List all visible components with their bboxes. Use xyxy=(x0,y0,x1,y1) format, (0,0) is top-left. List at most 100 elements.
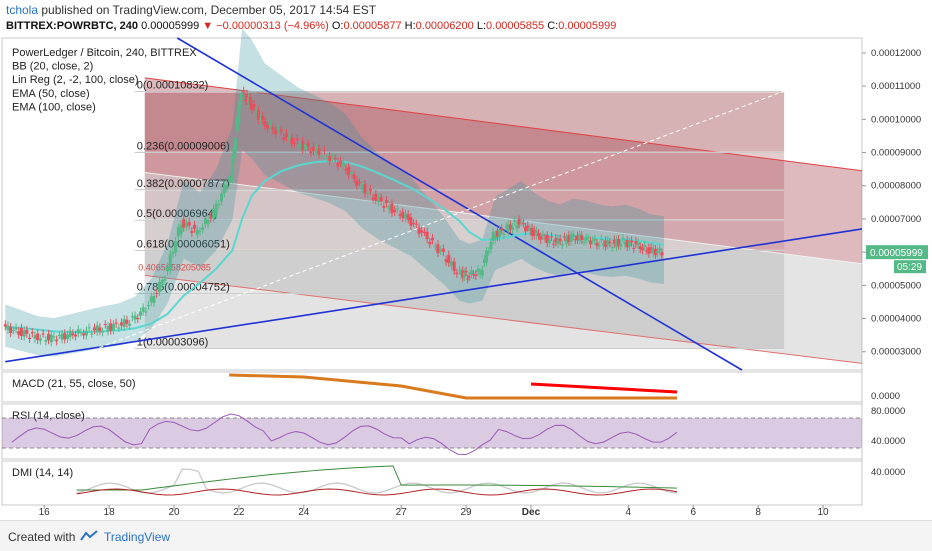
macd-label: MACD (21, 55, close, 50) xyxy=(12,378,136,390)
candle-body xyxy=(101,331,105,333)
candle-body xyxy=(247,97,251,104)
x-tick-label: 6 xyxy=(690,507,696,518)
candle-body xyxy=(504,226,508,228)
candle-body xyxy=(217,203,221,205)
candle-body xyxy=(638,246,642,250)
candle-body xyxy=(502,233,506,235)
candle-body xyxy=(487,251,491,253)
candle-body xyxy=(211,208,215,219)
candle-body xyxy=(47,333,51,341)
candle-body xyxy=(206,220,210,225)
high-value: 0.00006200 xyxy=(415,20,474,32)
price-chart[interactable]: 0(0.00010832) 0.236(0.00009006) 0.382(0.00… xyxy=(0,0,932,520)
candle-body xyxy=(106,326,110,332)
candle-body xyxy=(627,241,631,247)
candle-body xyxy=(444,259,448,262)
candle-body xyxy=(279,129,283,132)
candle-body xyxy=(209,216,213,219)
legend-item: BB (20, close, 2) xyxy=(12,61,93,73)
candle-body xyxy=(171,251,175,254)
candle-body xyxy=(528,227,532,232)
candle-body xyxy=(556,238,560,245)
candle-body xyxy=(385,200,389,204)
candle-body xyxy=(588,240,592,245)
candle-body xyxy=(390,203,394,213)
candle-body xyxy=(298,144,302,148)
candle-body xyxy=(578,234,582,241)
candle-body xyxy=(182,219,186,228)
candle-body xyxy=(414,223,418,225)
candle-body xyxy=(147,305,151,307)
candle-body xyxy=(163,279,167,282)
fib-note: 0.4065058205085 xyxy=(138,262,211,272)
candle-body xyxy=(515,225,519,229)
candle-body xyxy=(433,246,437,248)
macd-line xyxy=(229,373,678,400)
rsi-tick-40: 40.0000 xyxy=(871,436,905,447)
candle-body xyxy=(582,241,586,243)
candle-body xyxy=(301,140,305,150)
fib-zone xyxy=(144,293,785,349)
candle-body xyxy=(586,237,590,239)
candle-body xyxy=(569,235,573,242)
candle-body xyxy=(198,231,202,233)
high-label: H: xyxy=(404,20,416,32)
candle-body xyxy=(109,323,113,331)
candle-body xyxy=(476,268,480,272)
candle-body xyxy=(237,105,241,124)
candle-body xyxy=(344,168,348,171)
legend-item: PowerLedger / Bitcoin, 240, BITTREX xyxy=(12,47,197,59)
candle-body xyxy=(339,160,343,164)
candle-body xyxy=(84,330,88,336)
candle-body xyxy=(449,261,453,267)
candle-body xyxy=(464,270,468,273)
candle-body xyxy=(14,327,18,330)
candle-body xyxy=(573,239,577,241)
candle-body xyxy=(3,324,7,327)
candle-body xyxy=(358,182,362,184)
candle-body xyxy=(532,229,536,236)
candle-body xyxy=(325,157,329,159)
candle-body xyxy=(17,331,21,335)
x-tick-label: 29 xyxy=(461,507,473,518)
candle-body xyxy=(428,241,432,245)
candle-body xyxy=(60,333,64,340)
candle-body xyxy=(122,319,126,327)
author-link[interactable]: tchola xyxy=(6,3,39,17)
candle-body xyxy=(245,93,249,101)
candle-body xyxy=(114,322,118,324)
candle-body xyxy=(63,333,67,340)
candle-body xyxy=(92,327,96,331)
candle-body xyxy=(580,235,584,241)
tradingview-link[interactable]: TradingView xyxy=(104,530,171,544)
candle-body xyxy=(111,324,115,331)
dmi-pane xyxy=(1,460,863,506)
x-tick-label: 4 xyxy=(626,507,632,518)
candle-body xyxy=(368,188,372,191)
ascending-trend-line xyxy=(5,228,863,363)
candle-body xyxy=(138,311,142,316)
candle-body xyxy=(336,162,340,167)
x-tick-label: 24 xyxy=(298,507,310,518)
last-price: 0.00005999 xyxy=(141,20,200,32)
candle-body xyxy=(387,205,391,210)
candle-body xyxy=(508,224,512,230)
candle-body xyxy=(610,247,614,249)
candle-body xyxy=(474,274,478,277)
price-change: −0.00000313 (−4.96%) xyxy=(216,20,329,32)
x-tick-label: 22 xyxy=(233,507,245,518)
candle-body xyxy=(403,213,407,219)
candle-body xyxy=(417,227,421,234)
y-tick-label: 0.00012000 xyxy=(871,48,921,59)
candle-body xyxy=(632,248,636,250)
candle-body xyxy=(103,324,107,326)
candle-body xyxy=(293,142,297,144)
candle-body xyxy=(621,238,625,240)
candle-body xyxy=(447,254,451,263)
candle-body xyxy=(472,274,476,276)
price-badge xyxy=(866,245,928,260)
candle-body xyxy=(184,222,188,228)
candle-body xyxy=(232,148,236,159)
candle-body xyxy=(521,223,525,225)
candle-body xyxy=(643,244,647,247)
